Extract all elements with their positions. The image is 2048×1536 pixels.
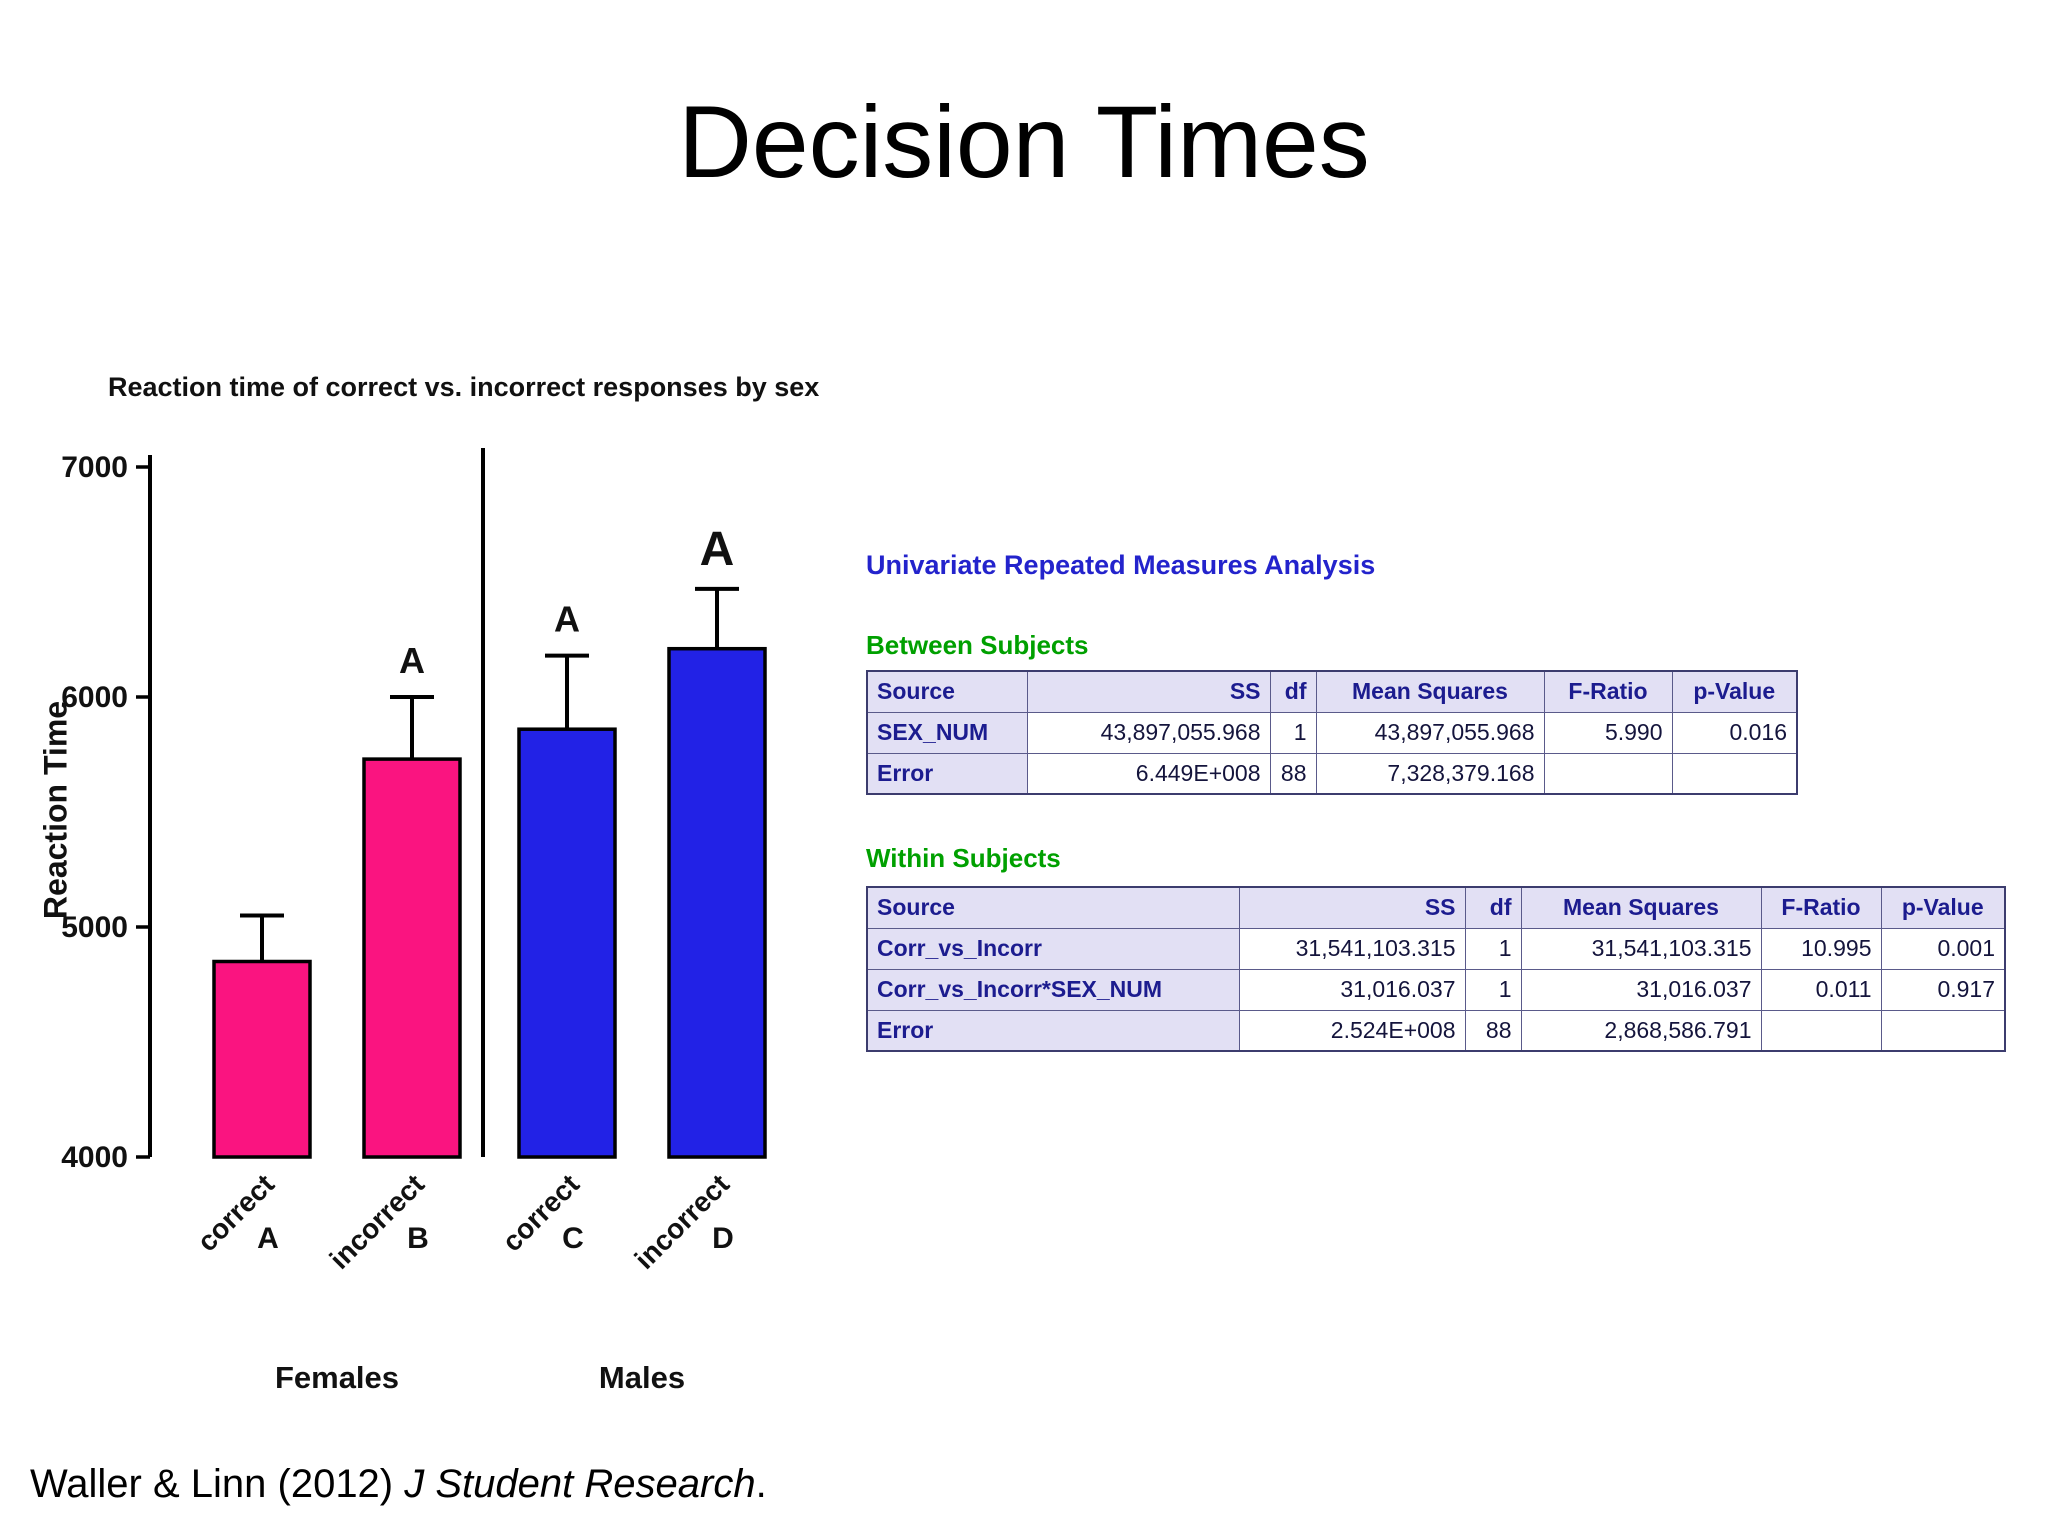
between-subjects-heading: Between Subjects	[866, 630, 1089, 660]
slide-title: Decision Times	[678, 85, 1370, 199]
source-cell: SEX_NUM	[866, 711, 1028, 754]
analysis-title: Univariate Repeated Measures Analysis	[866, 550, 1376, 580]
column-header: df	[1269, 670, 1317, 713]
source-cell: Error	[866, 752, 1028, 795]
value-cell: 6.449E+008	[1026, 752, 1271, 795]
value-cell: 31,541,103.315	[1238, 927, 1466, 970]
column-header: Mean Squares	[1315, 670, 1545, 713]
column-header: F-Ratio	[1543, 670, 1673, 713]
value-cell: 0.917	[1880, 968, 2006, 1011]
y-tick-label: 6000	[61, 681, 128, 714]
bar-chart-canvas: 4000500060007000correctAAincorrectBAcorr…	[61, 448, 767, 1395]
value-cell: 0.001	[1880, 927, 2006, 970]
value-cell: 1	[1464, 927, 1522, 970]
value-cell	[1543, 752, 1673, 795]
bar-letter-label: C	[562, 1222, 584, 1255]
y-tick-label: 5000	[61, 911, 128, 944]
citation-authors: Waller & Linn (2012)	[30, 1462, 405, 1506]
bar-B	[362, 757, 462, 1159]
value-cell: 0.016	[1671, 711, 1798, 754]
value-cell: 88	[1464, 1009, 1522, 1052]
table-row: Corr_vs_Incorr*SEX_NUM 31,016.037 1 31,016.…	[866, 968, 2006, 1011]
bar-D	[667, 646, 767, 1159]
within-subjects-heading: Within Subjects	[866, 843, 1061, 873]
bar-C	[517, 727, 617, 1159]
value-cell: 7,328,379.168	[1315, 752, 1545, 795]
bar-letter-label: D	[712, 1222, 734, 1255]
significance-letter: A	[554, 599, 580, 640]
table-row: SEX_NUM 43,897,055.968 1 43,897,055.968 5.99…	[866, 711, 1798, 754]
value-cell	[1880, 1009, 2006, 1052]
value-cell: 1	[1269, 711, 1317, 754]
column-header: Source	[866, 886, 1240, 929]
table-row: Error 6.449E+008 88 7,328,379.168	[866, 752, 1798, 795]
column-header: p-Value	[1880, 886, 2006, 929]
citation-period: .	[755, 1462, 767, 1506]
value-cell: 2.524E+008	[1238, 1009, 1466, 1052]
value-cell: 43,897,055.968	[1026, 711, 1271, 754]
value-cell: 31,541,103.315	[1520, 927, 1762, 970]
header-row: Source SS df Mean Squares F-Ratio p-Value	[866, 670, 1798, 713]
value-cell: 0.011	[1760, 968, 1882, 1011]
bar-letter-label: A	[257, 1222, 279, 1255]
source-cell: Corr_vs_Incorr	[866, 927, 1240, 970]
value-cell: 31,016.037	[1520, 968, 1762, 1011]
value-cell: 31,016.037	[1238, 968, 1466, 1011]
significance-letter: A	[399, 640, 425, 681]
column-header: SS	[1026, 670, 1271, 713]
column-header: F-Ratio	[1760, 886, 1882, 929]
significance-letter: A	[700, 523, 735, 576]
column-header: p-Value	[1671, 670, 1798, 713]
column-header: SS	[1238, 886, 1466, 929]
bar-letter-label: B	[407, 1222, 429, 1255]
value-cell: 88	[1269, 752, 1317, 795]
value-cell: 2,868,586.791	[1520, 1009, 1762, 1052]
source-cell: Corr_vs_Incorr*SEX_NUM	[866, 968, 1240, 1011]
chart-title: Reaction time of correct vs. incorrect r…	[108, 372, 820, 402]
value-cell: 5.990	[1543, 711, 1673, 754]
table-row: Corr_vs_Incorr 31,541,103.315 1 31,541,103.…	[866, 927, 2006, 970]
column-header: Source	[866, 670, 1028, 713]
group-label-females: Females	[275, 1360, 399, 1395]
citation-journal: J Student Research	[404, 1462, 756, 1506]
citation: Waller & Linn (2012) J Student Research.	[30, 1462, 767, 1507]
bar-A	[212, 959, 312, 1159]
group-label-males: Males	[599, 1360, 685, 1395]
y-tick-label: 7000	[61, 451, 128, 484]
column-header: Mean Squares	[1520, 886, 1762, 929]
value-cell	[1760, 1009, 1882, 1052]
y-tick-label: 4000	[61, 1141, 128, 1174]
between-subjects-table: Source SS df Mean Squares F-Ratio p-Value SEX_…	[866, 670, 1798, 795]
source-cell: Error	[866, 1009, 1240, 1052]
value-cell	[1671, 752, 1798, 795]
value-cell: 10.995	[1760, 927, 1882, 970]
within-subjects-table: Source SS df Mean Squares F-Ratio p-Value Corr…	[866, 886, 2006, 1052]
value-cell: 1	[1464, 968, 1522, 1011]
header-row: Source SS df Mean Squares F-Ratio p-Value	[866, 886, 2006, 929]
column-header: df	[1464, 886, 1522, 929]
value-cell: 43,897,055.968	[1315, 711, 1545, 754]
table-row: Error 2.524E+008 88 2,868,586.791	[866, 1009, 2006, 1052]
